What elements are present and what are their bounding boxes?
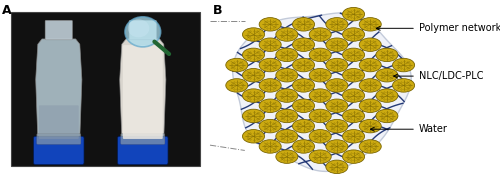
Circle shape	[276, 109, 298, 123]
Text: B: B	[213, 4, 222, 16]
Circle shape	[359, 38, 381, 52]
Circle shape	[292, 38, 314, 52]
Circle shape	[309, 68, 331, 82]
Circle shape	[376, 48, 398, 62]
Circle shape	[326, 140, 348, 153]
Circle shape	[292, 119, 314, 133]
Circle shape	[259, 99, 281, 113]
Circle shape	[276, 89, 298, 102]
Text: Polymer network: Polymer network	[376, 23, 500, 33]
Circle shape	[276, 48, 298, 62]
FancyBboxPatch shape	[129, 20, 156, 40]
Circle shape	[359, 119, 381, 133]
Circle shape	[276, 150, 298, 163]
Polygon shape	[120, 39, 166, 138]
Circle shape	[359, 18, 381, 31]
Circle shape	[309, 150, 331, 163]
Circle shape	[342, 48, 364, 62]
Circle shape	[342, 130, 364, 143]
Circle shape	[242, 68, 264, 82]
Circle shape	[359, 99, 381, 113]
Circle shape	[326, 79, 348, 92]
Polygon shape	[232, 13, 411, 171]
Circle shape	[342, 28, 364, 41]
Circle shape	[359, 79, 381, 92]
Circle shape	[292, 140, 314, 153]
FancyBboxPatch shape	[37, 134, 81, 144]
Circle shape	[326, 160, 348, 173]
Circle shape	[342, 150, 364, 163]
Circle shape	[259, 18, 281, 31]
Circle shape	[359, 140, 381, 153]
Circle shape	[309, 28, 331, 41]
FancyBboxPatch shape	[10, 12, 200, 166]
Circle shape	[292, 18, 314, 31]
Circle shape	[292, 99, 314, 113]
Circle shape	[392, 58, 414, 72]
FancyBboxPatch shape	[45, 20, 72, 40]
FancyBboxPatch shape	[34, 136, 84, 165]
Circle shape	[242, 28, 264, 41]
FancyBboxPatch shape	[39, 105, 79, 139]
Circle shape	[342, 89, 364, 102]
Circle shape	[309, 130, 331, 143]
Circle shape	[309, 109, 331, 123]
Circle shape	[342, 109, 364, 123]
Circle shape	[226, 79, 248, 92]
Circle shape	[342, 7, 364, 21]
Circle shape	[376, 89, 398, 102]
Circle shape	[242, 89, 264, 102]
Circle shape	[259, 119, 281, 133]
Circle shape	[376, 109, 398, 123]
Circle shape	[259, 79, 281, 92]
Circle shape	[292, 58, 314, 72]
Circle shape	[276, 28, 298, 41]
Circle shape	[226, 58, 248, 72]
FancyBboxPatch shape	[118, 136, 168, 165]
Circle shape	[359, 58, 381, 72]
Circle shape	[125, 17, 160, 47]
Circle shape	[242, 130, 264, 143]
Circle shape	[392, 79, 414, 92]
Circle shape	[342, 68, 364, 82]
Text: Water: Water	[370, 124, 448, 134]
Circle shape	[309, 89, 331, 102]
FancyBboxPatch shape	[123, 45, 163, 139]
Circle shape	[292, 79, 314, 92]
Circle shape	[242, 109, 264, 123]
Text: NLC/LDC-PLC: NLC/LDC-PLC	[394, 71, 484, 81]
Circle shape	[259, 38, 281, 52]
Circle shape	[326, 99, 348, 113]
Circle shape	[276, 68, 298, 82]
Circle shape	[326, 18, 348, 31]
Text: A: A	[2, 4, 12, 16]
Circle shape	[376, 68, 398, 82]
Circle shape	[242, 48, 264, 62]
Circle shape	[326, 119, 348, 133]
Circle shape	[128, 19, 150, 37]
Polygon shape	[36, 39, 82, 138]
Circle shape	[259, 140, 281, 153]
Circle shape	[276, 130, 298, 143]
Circle shape	[309, 48, 331, 62]
Circle shape	[259, 58, 281, 72]
Circle shape	[326, 38, 348, 51]
FancyBboxPatch shape	[121, 134, 165, 144]
Circle shape	[326, 58, 348, 72]
